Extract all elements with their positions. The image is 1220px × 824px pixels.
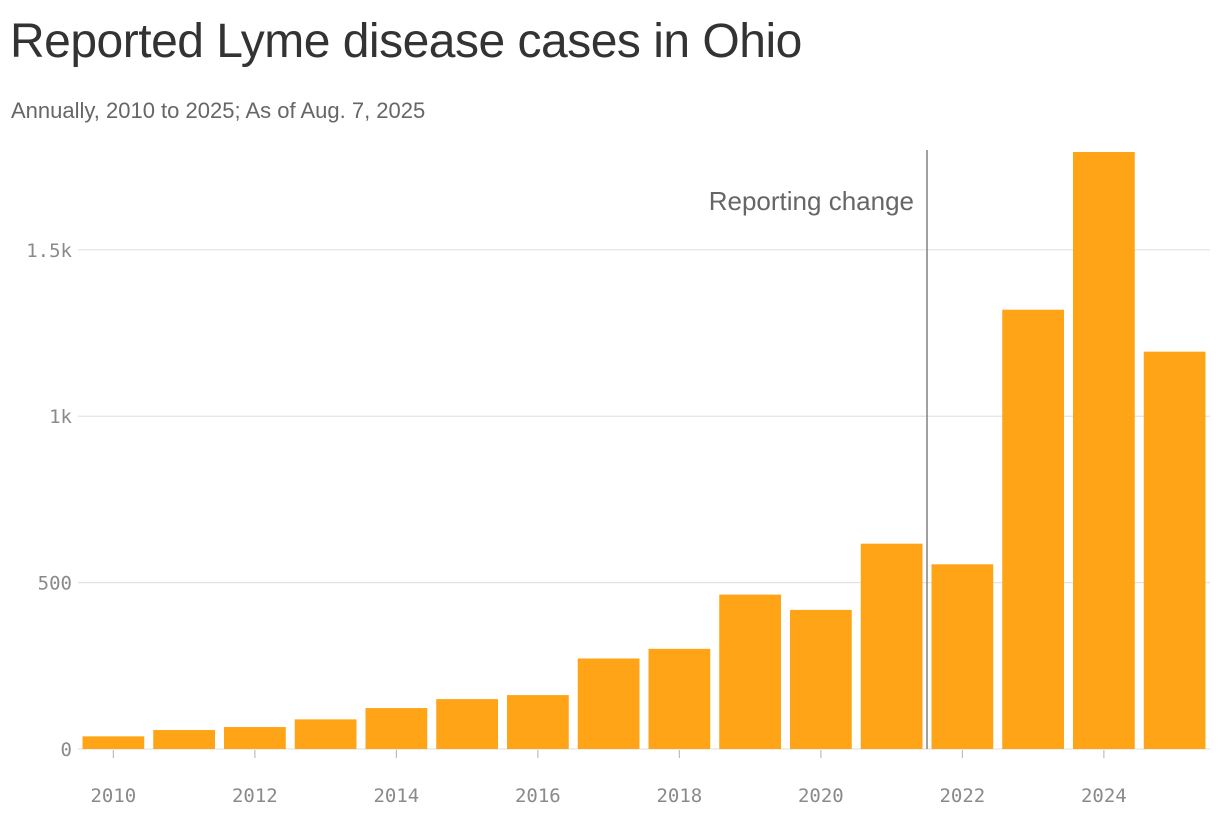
bar-2023 (1002, 309, 1064, 749)
x-tick-label: 2018 (656, 785, 702, 807)
bar-2012 (224, 727, 286, 749)
bar-2021 (860, 543, 923, 749)
y-tick-label: 0 (61, 739, 72, 761)
bar-2018 (648, 648, 711, 749)
bar-2015 (436, 699, 498, 749)
x-tick-label: 2010 (90, 785, 136, 807)
annotations: Reporting change (709, 150, 928, 749)
bar-2025 (1143, 351, 1206, 749)
bar-2016 (507, 695, 569, 749)
chart-subtitle: Annually, 2010 to 2025; As of Aug. 7, 20… (11, 98, 426, 123)
bar-2013 (294, 719, 357, 749)
bar-2024 (1073, 151, 1135, 749)
y-axis-ticks: 0 500 1k 1.5k (26, 240, 72, 761)
bar-2019 (719, 594, 781, 749)
bar-2017 (577, 658, 640, 749)
y-tick-label: 1k (49, 406, 72, 428)
bar-2014 (365, 708, 428, 749)
y-tick-label: 500 (38, 573, 72, 595)
bar-2011 (153, 730, 215, 749)
bar-2020 (790, 609, 852, 749)
bar-2022 (931, 564, 994, 749)
reporting-change-label: Reporting change (709, 186, 914, 216)
chart-title: Reported Lyme disease cases in Ohio (10, 15, 802, 68)
x-tick-label: 2014 (373, 785, 419, 807)
x-tick-label: 2020 (798, 785, 844, 807)
bars (82, 151, 1206, 749)
x-tick-label: 2016 (515, 785, 561, 807)
x-tick-label: 2022 (939, 785, 985, 807)
y-tick-label: 1.5k (26, 240, 72, 262)
x-tick-label: 2012 (232, 785, 278, 807)
x-tick-label: 2024 (1081, 785, 1127, 807)
bar-2010 (82, 736, 145, 749)
x-axis-ticks: 2010 2012 2014 2016 2018 2020 2022 2024 (90, 750, 1127, 807)
